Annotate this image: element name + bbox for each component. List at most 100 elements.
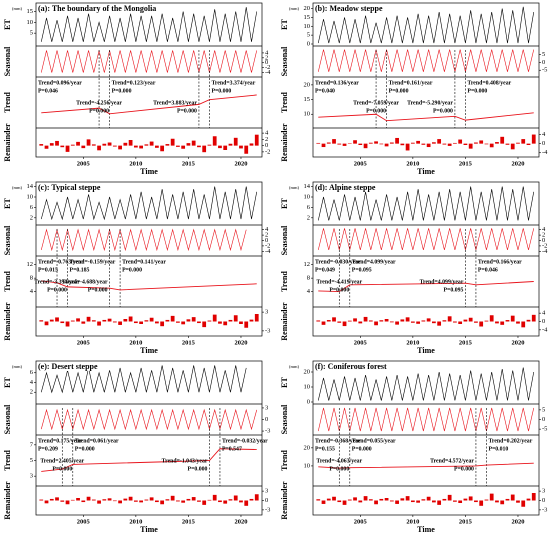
y-axis-unit: (mm): [12, 6, 22, 11]
p-annotation: P=0.000: [329, 466, 349, 472]
remainder-bar: [442, 320, 447, 322]
remainder-bar: [128, 496, 133, 501]
remainder-bar: [516, 500, 520, 503]
p-annotation: P=0.000: [389, 88, 409, 94]
y-tick-label: 5: [307, 32, 310, 39]
remainder-bar: [516, 142, 520, 144]
remainder-bar: [368, 142, 373, 144]
remainder-bar: [437, 139, 442, 144]
y-tick-label: 12: [304, 261, 311, 268]
p-annotation: P=0.000: [467, 88, 487, 94]
y-tick-label: 6: [307, 204, 311, 211]
x-tick-label: 2010: [129, 339, 142, 346]
remainder-bar: [133, 321, 138, 324]
x-tick-label: 2020: [511, 339, 524, 346]
remainder-bar: [155, 321, 159, 324]
title-bg: [37, 183, 102, 192]
y-tick-label: 10: [304, 111, 311, 118]
remainder-bar: [447, 494, 452, 501]
y-tick-label: -2: [542, 242, 547, 249]
y-tick-label: -4: [265, 69, 271, 76]
remainder-bar: [212, 494, 217, 501]
y-tick-label: 10: [304, 383, 311, 390]
remainder-bar: [86, 496, 91, 501]
x-tick-label: 2015: [182, 518, 196, 525]
remainder-bar: [107, 142, 112, 146]
remainder-bar: [76, 318, 80, 322]
remainder-bar: [107, 318, 112, 322]
remainder-bar: [521, 321, 526, 328]
x-tick-label: 2020: [234, 160, 247, 167]
y-tick-label: 4: [30, 288, 34, 295]
remainder-bar: [133, 145, 138, 148]
x-tick-label: 2010: [129, 160, 142, 167]
remainder-bar: [249, 143, 254, 146]
p-annotation: P=0.547: [222, 446, 242, 452]
remainder-bar: [389, 500, 394, 502]
remainder-bar: [458, 500, 463, 503]
remainder-bar: [249, 498, 254, 501]
remainder-bar: [244, 321, 249, 328]
y-tick-label: 4: [307, 288, 311, 295]
remainder-bar: [358, 143, 363, 145]
remainder-bar: [500, 136, 505, 144]
remainder-bar: [474, 500, 478, 503]
remainder-bar: [342, 143, 347, 146]
p-annotation: P=0.000: [352, 446, 372, 452]
trend-annotation: Trend=0.123/year: [112, 80, 156, 86]
y-tick-label: -5: [542, 67, 547, 74]
remainder-bar: [55, 317, 59, 322]
remainder-bar: [337, 500, 342, 503]
x-tick-label: 2010: [129, 518, 142, 525]
remainder-bar: [405, 496, 410, 501]
remainder-bar: [453, 321, 457, 323]
remainder-bar: [186, 143, 191, 146]
remainder-bar: [139, 145, 143, 149]
remainder-bar: [254, 494, 259, 501]
remainder-bar: [39, 499, 44, 501]
y-axis-label: ET: [280, 19, 289, 30]
y-tick-label: 4: [542, 131, 546, 138]
remainder-bar: [123, 319, 128, 322]
y-tick-label: -3: [265, 428, 270, 435]
remainder-bar: [426, 318, 431, 322]
title-bg: [37, 4, 158, 13]
remainder-bar: [432, 500, 436, 503]
trend-annotation: Trend=4.099/year: [352, 259, 396, 265]
trend-annotation: Trend=0.136/year: [315, 80, 359, 86]
y-axis-label: Remainder: [280, 481, 289, 520]
trend-line: [318, 112, 534, 122]
y-tick-label: 0: [542, 237, 545, 244]
trend-annotation: Trend=-0.159/year: [70, 259, 116, 265]
seasonal-line: [40, 50, 258, 73]
y-tick-label: -3: [265, 506, 270, 513]
y-tick-label: 0: [265, 237, 268, 244]
panel-title: (e): Desert steppe: [38, 362, 98, 371]
remainder-bar: [379, 143, 384, 145]
trend-annotation: Trend=-5.290/year: [407, 100, 453, 106]
remainder-bar: [489, 315, 494, 322]
x-tick-label: 2020: [234, 518, 247, 525]
remainder-bar: [326, 142, 331, 144]
remainder-bar: [170, 495, 175, 501]
y-tick-label: 2: [265, 232, 268, 239]
x-tick-label: 2015: [459, 518, 473, 525]
trend-annotation: Trend=0.161/year: [389, 80, 433, 86]
trend-line: [41, 94, 257, 115]
y-axis-label: Trend: [3, 450, 12, 471]
remainder-bar: [212, 136, 217, 146]
remainder-bar: [202, 145, 207, 153]
remainder-bar: [432, 142, 436, 144]
x-axis-label: Time: [417, 346, 435, 355]
y-tick-label: 2: [30, 389, 33, 396]
x-axis-label: Time: [140, 167, 158, 176]
x-tick-label: 2015: [459, 160, 473, 167]
remainder-bar: [405, 143, 410, 151]
trend-line: [318, 281, 534, 293]
remainder-bar: [123, 498, 128, 501]
y-tick-label: 14: [27, 183, 34, 190]
remainder-bar: [239, 500, 243, 503]
y-tick-label: 2: [542, 232, 545, 239]
remainder-bar: [500, 500, 505, 505]
